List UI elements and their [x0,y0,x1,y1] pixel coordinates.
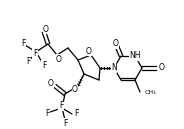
Text: O: O [48,79,54,87]
Text: O: O [113,39,119,49]
Text: O: O [72,86,78,95]
Text: F: F [63,119,67,127]
Text: O: O [159,63,165,72]
Text: F: F [21,39,25,49]
Text: NH: NH [129,51,141,61]
Text: F: F [45,110,49,119]
Text: F: F [42,61,46,70]
Text: CH₃: CH₃ [145,91,157,95]
Text: N: N [111,63,117,72]
Text: F: F [26,58,30,67]
Text: F: F [74,110,78,119]
Text: O: O [56,54,62,63]
Text: F: F [33,49,37,58]
Text: O: O [43,25,49,34]
Text: O: O [86,46,92,55]
Text: F: F [59,102,63,111]
